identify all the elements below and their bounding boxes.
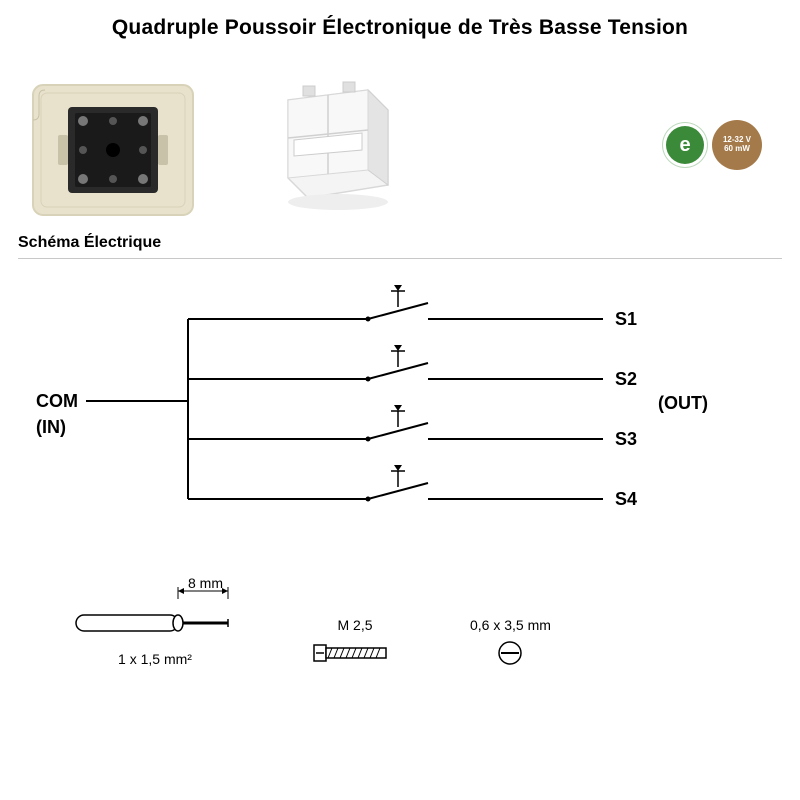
wire-spec: 8 mm 1 x 1,5 mm²	[70, 579, 240, 667]
svg-text:(OUT): (OUT)	[658, 393, 708, 413]
badges: e 12-32 V 60 mW	[666, 120, 762, 170]
svg-text:S4: S4	[615, 489, 637, 509]
wire-strip-label: 8 mm	[188, 575, 223, 591]
power-line: 60 mW	[724, 145, 750, 154]
wire-cable-label: 1 x 1,5 mm²	[70, 651, 240, 667]
product-image-back	[18, 65, 208, 225]
product-row: e 12-32 V 60 mW	[0, 60, 800, 230]
product-image-front	[238, 70, 418, 220]
screwdriver-label: 0,6 x 3,5 mm	[470, 617, 551, 633]
eco-badge-icon: e	[666, 126, 704, 164]
electrical-schematic: COM (IN) S1 S2 S3 S4 (OUT)	[18, 279, 782, 559]
svg-text:(IN): (IN)	[36, 417, 66, 437]
svg-text:S1: S1	[615, 309, 637, 329]
screw-spec: M 2,5	[310, 617, 400, 667]
section-title: Schéma Électrique	[0, 234, 800, 252]
screw-label: M 2,5	[337, 617, 372, 633]
divider	[18, 258, 782, 259]
specs-row: 8 mm 1 x 1,5 mm² M 2,5 0,6 x 3,5 mm	[0, 579, 800, 667]
svg-text:S3: S3	[615, 429, 637, 449]
svg-text:COM: COM	[36, 391, 78, 411]
svg-text:S2: S2	[615, 369, 637, 389]
voltage-badge-icon: 12-32 V 60 mW	[712, 120, 762, 170]
screwdriver-spec: 0,6 x 3,5 mm	[470, 617, 551, 667]
page-title: Quadruple Poussoir Électronique de Très …	[0, 0, 800, 40]
